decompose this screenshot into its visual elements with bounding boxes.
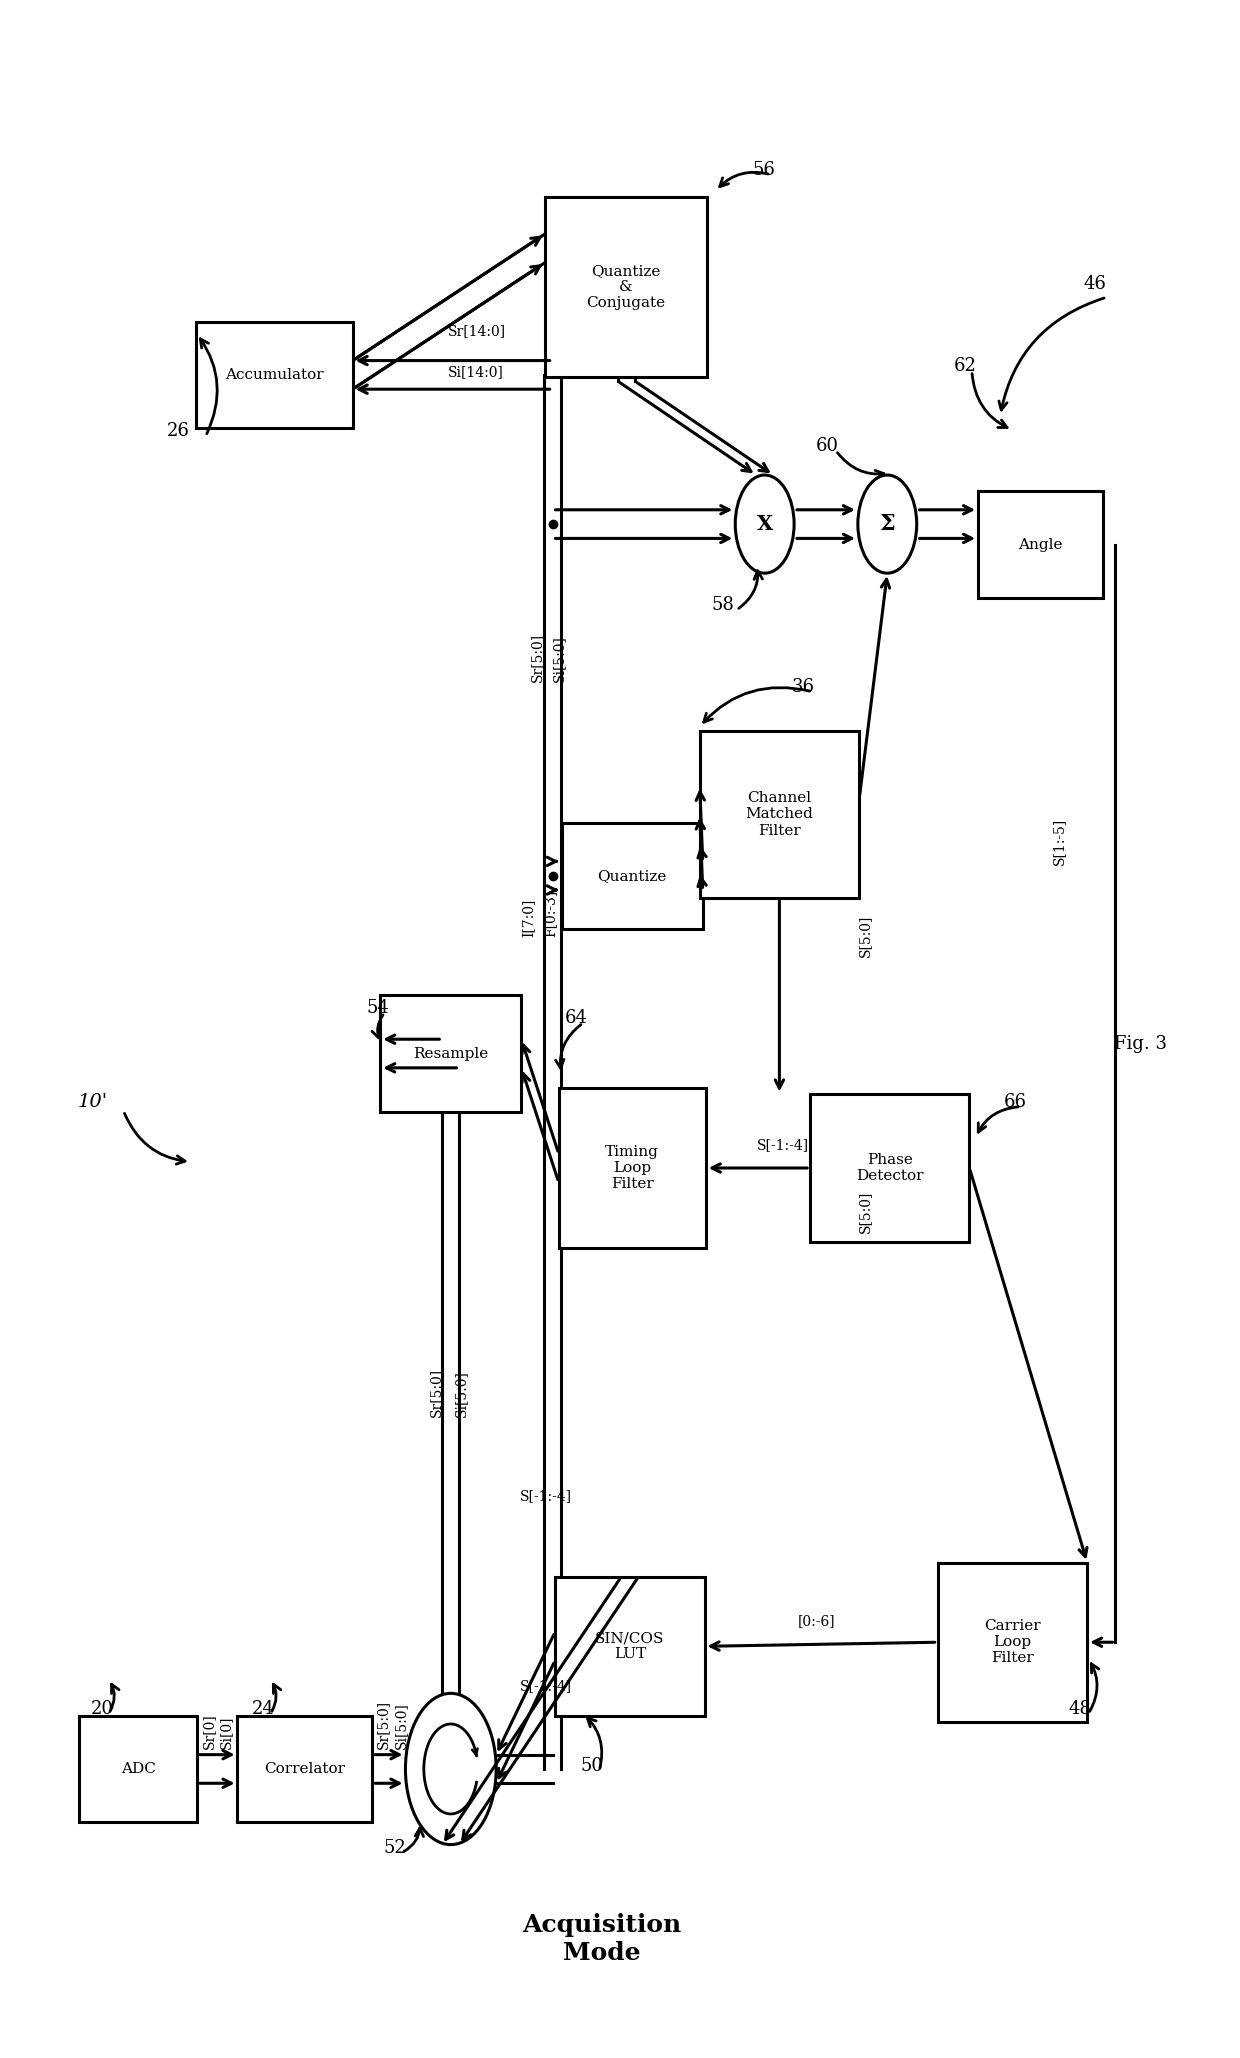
FancyBboxPatch shape bbox=[699, 731, 859, 897]
Text: Correlator: Correlator bbox=[264, 1762, 346, 1776]
Text: 56: 56 bbox=[753, 161, 775, 179]
FancyBboxPatch shape bbox=[381, 996, 521, 1111]
Text: 64: 64 bbox=[565, 1008, 588, 1027]
Text: Fig. 3: Fig. 3 bbox=[1114, 1035, 1167, 1054]
Text: 50: 50 bbox=[580, 1758, 604, 1774]
FancyBboxPatch shape bbox=[79, 1716, 197, 1821]
FancyBboxPatch shape bbox=[196, 321, 352, 428]
Text: 48: 48 bbox=[1069, 1700, 1091, 1718]
Text: 60: 60 bbox=[816, 436, 839, 455]
Circle shape bbox=[858, 475, 916, 574]
Text: S[1:-5]: S[1:-5] bbox=[1052, 819, 1066, 866]
Text: Sr[5:0]: Sr[5:0] bbox=[529, 632, 543, 681]
Text: 58: 58 bbox=[712, 597, 735, 613]
Text: S[-1:-4]: S[-1:-4] bbox=[758, 1138, 810, 1152]
Text: 52: 52 bbox=[383, 1838, 407, 1856]
FancyBboxPatch shape bbox=[559, 1089, 706, 1247]
Text: Si[5:0]: Si[5:0] bbox=[393, 1702, 408, 1749]
Text: 36: 36 bbox=[791, 677, 815, 696]
Text: Resample: Resample bbox=[413, 1048, 489, 1060]
Circle shape bbox=[735, 475, 794, 574]
FancyBboxPatch shape bbox=[237, 1716, 372, 1821]
FancyBboxPatch shape bbox=[546, 198, 707, 377]
Text: 24: 24 bbox=[252, 1700, 275, 1718]
FancyBboxPatch shape bbox=[562, 823, 703, 928]
FancyBboxPatch shape bbox=[978, 492, 1104, 597]
Text: F[0:-3]: F[0:-3] bbox=[543, 889, 557, 936]
Text: 10': 10' bbox=[78, 1093, 108, 1111]
Text: Sr[0]: Sr[0] bbox=[202, 1712, 216, 1749]
Text: SIN/COS
LUT: SIN/COS LUT bbox=[595, 1632, 665, 1661]
FancyBboxPatch shape bbox=[810, 1095, 970, 1241]
Text: 54: 54 bbox=[366, 998, 389, 1017]
Text: 20: 20 bbox=[91, 1700, 113, 1718]
Text: 26: 26 bbox=[166, 422, 190, 440]
Text: X: X bbox=[756, 514, 773, 535]
Text: Channel
Matched
Filter: Channel Matched Filter bbox=[745, 790, 813, 838]
Text: Phase
Detector: Phase Detector bbox=[856, 1152, 924, 1183]
Text: Si[14:0]: Si[14:0] bbox=[449, 364, 505, 379]
Text: Sr[14:0]: Sr[14:0] bbox=[449, 323, 506, 338]
FancyBboxPatch shape bbox=[937, 1562, 1087, 1723]
Text: Timing
Loop
Filter: Timing Loop Filter bbox=[605, 1144, 660, 1192]
Text: S[5:0]: S[5:0] bbox=[858, 916, 872, 957]
Text: Quantize: Quantize bbox=[598, 868, 667, 883]
Text: Carrier
Loop
Filter: Carrier Loop Filter bbox=[985, 1620, 1040, 1665]
Text: ADC: ADC bbox=[120, 1762, 155, 1776]
Text: 62: 62 bbox=[954, 356, 976, 375]
Text: Si[0]: Si[0] bbox=[219, 1714, 233, 1749]
Text: S[5:0]: S[5:0] bbox=[858, 1192, 872, 1233]
Text: Sr[5:0]: Sr[5:0] bbox=[429, 1369, 443, 1418]
Text: I[7:0]: I[7:0] bbox=[521, 899, 534, 936]
Text: Accumulator: Accumulator bbox=[224, 368, 324, 383]
Text: Si[5:0]: Si[5:0] bbox=[552, 634, 565, 681]
FancyBboxPatch shape bbox=[556, 1576, 704, 1716]
Text: Σ: Σ bbox=[879, 512, 895, 535]
Text: Sr[5:0]: Sr[5:0] bbox=[377, 1700, 391, 1749]
Text: Angle: Angle bbox=[1018, 537, 1063, 552]
Text: Quantize
&
Conjugate: Quantize & Conjugate bbox=[587, 263, 666, 311]
Circle shape bbox=[405, 1694, 496, 1844]
Text: [0:-6]: [0:-6] bbox=[797, 1613, 836, 1628]
Text: S[-1:-4]: S[-1:-4] bbox=[520, 1490, 572, 1502]
Text: S[-1:-4]: S[-1:-4] bbox=[520, 1679, 572, 1694]
Text: Acquisition
Mode: Acquisition Mode bbox=[522, 1912, 681, 1965]
Text: 66: 66 bbox=[1003, 1093, 1027, 1111]
Text: Si[5:0]: Si[5:0] bbox=[454, 1371, 467, 1418]
Text: 46: 46 bbox=[1084, 276, 1106, 292]
